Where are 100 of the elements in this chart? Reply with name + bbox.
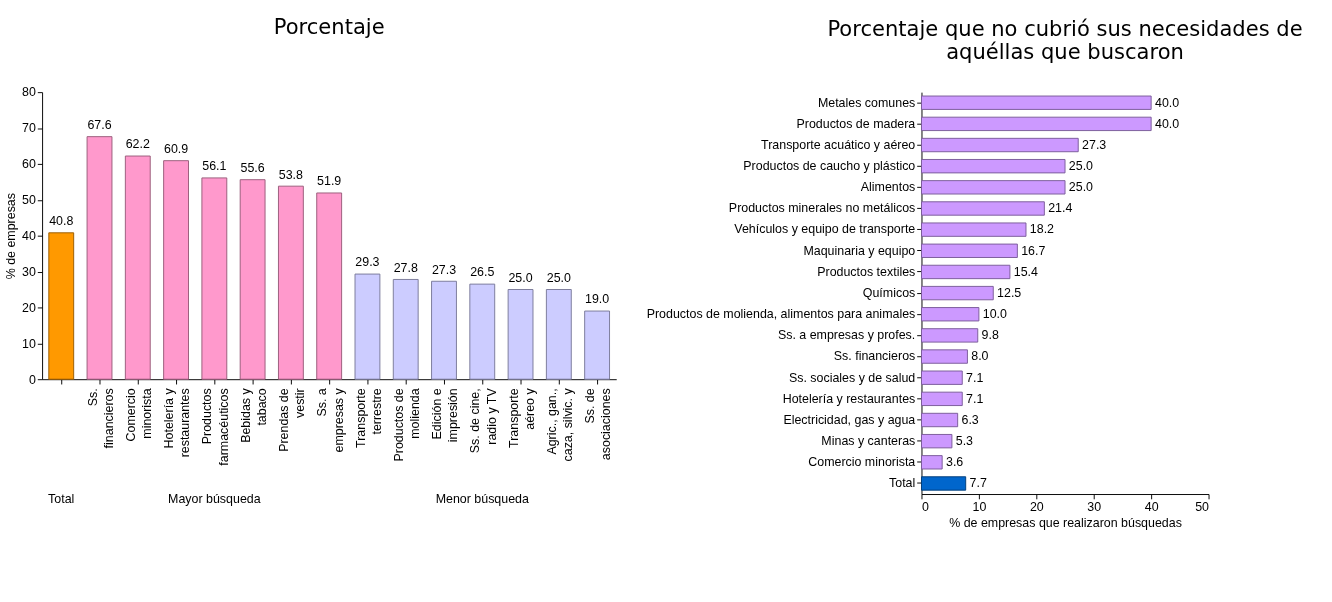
bar [921, 180, 1066, 195]
y-tick-label: Productos textiles [817, 264, 916, 279]
bar [921, 391, 963, 407]
data-label: 53.8 [278, 167, 304, 182]
text: Menor búsqueda [435, 491, 529, 506]
data-label: 16.7 [1021, 243, 1046, 258]
y-tick-label: 70 [22, 121, 36, 136]
bar [921, 159, 1066, 174]
x-axis-title: % de empresas que realizaron búsquedas [949, 516, 1182, 531]
y-tick-label: Electricidad, gas y agua [783, 412, 916, 427]
y-tick-label: 40 [22, 228, 36, 243]
data-label: 40.0 [1154, 95, 1180, 110]
bar [921, 455, 943, 470]
y-tick-label: 10 [22, 336, 36, 351]
data-label: 40.0 [1154, 116, 1180, 131]
chart-title: Porcentaje que no cubrió sus necesidades de aquéllas que buscaron [827, 15, 1303, 64]
bar [921, 370, 963, 385]
bar [163, 160, 189, 380]
y-tick-label: Maquinaria y equipo [803, 243, 916, 258]
y-tick-label: Total [889, 476, 916, 491]
bar [921, 116, 1152, 132]
data-label: 9.8 [981, 328, 999, 343]
data-label: 67.6 [87, 117, 112, 132]
bar [124, 155, 151, 380]
bar [921, 412, 959, 428]
bar [545, 289, 572, 380]
data-label: 25.0 [546, 270, 571, 285]
data-label: 27.3 [1082, 137, 1107, 152]
chart-title: Porcentaje [273, 13, 385, 39]
y-tick-label: 20 [22, 300, 36, 315]
bar [277, 185, 304, 380]
data-label: 18.2 [1029, 222, 1055, 237]
bar [507, 289, 534, 380]
bar [921, 285, 994, 301]
bar [921, 222, 1027, 237]
data-label: 26.5 [470, 265, 495, 280]
data-label: 60.9 [163, 142, 189, 157]
bar [201, 177, 228, 380]
data-label: 51.9 [317, 174, 342, 189]
bar [921, 328, 979, 343]
y-tick-label: 80 [22, 85, 36, 100]
data-label: 40.8 [49, 214, 74, 229]
data-label: 25.0 [1068, 159, 1094, 174]
data-label: 56.1 [202, 159, 227, 174]
y-tick-label: Alimentos [860, 180, 916, 195]
x-tick-label: 30 [1087, 499, 1102, 514]
data-label: 29.3 [355, 255, 380, 270]
y-tick-label: Ss. financieros [833, 349, 916, 364]
data-label: 62.2 [125, 137, 150, 152]
y-tick-label: Ss. a empresas y profes. [777, 328, 916, 343]
bar [921, 349, 968, 364]
bar [921, 264, 1011, 280]
y-tick-label: Ss. sociales y de salud [788, 370, 916, 385]
data-label: 55.6 [240, 161, 265, 176]
y-tick-label: Transporte acuático y aéreo [761, 137, 916, 152]
bar [392, 278, 419, 380]
y-tick-label: Productos de madera [796, 116, 916, 131]
y-tick-label: 60 [22, 157, 36, 172]
y-tick-label: Químicos [862, 285, 916, 300]
data-label: 27.3 [431, 262, 457, 277]
text: Mayor búsqueda [168, 491, 261, 506]
data-label: 25.0 [508, 270, 533, 285]
y-tick-label: 30 [22, 264, 36, 279]
data-label: 6.3 [961, 412, 979, 427]
y-tick-label: Productos de molienda, alimentos para animales [646, 307, 916, 322]
bar [584, 310, 611, 380]
bar [921, 95, 1152, 110]
data-label: 25.0 [1068, 180, 1094, 195]
x-tick-label: 40 [1144, 499, 1159, 514]
data-label: 27.8 [393, 260, 418, 275]
x-tick-label: 20 [1029, 499, 1044, 514]
bar [921, 201, 1045, 216]
bar [469, 283, 496, 380]
bar [354, 273, 381, 380]
data-label: 5.3 [955, 433, 974, 448]
y-axis-title: % de empresas [4, 193, 19, 280]
y-tick-label: Productos de caucho y plástico [743, 159, 916, 174]
data-label: 7.1 [966, 391, 984, 406]
data-label: 8.0 [971, 349, 989, 364]
y-tick-label: 0 [28, 372, 36, 387]
bar [921, 307, 980, 322]
data-label: 7.1 [966, 370, 984, 385]
bar [431, 280, 457, 380]
bar [921, 433, 953, 449]
bar [921, 476, 967, 491]
x-tick-label: 10 [972, 499, 987, 514]
data-label: 15.4 [1013, 264, 1038, 279]
bar [86, 136, 113, 380]
data-label: 3.6 [945, 455, 964, 470]
bar [239, 179, 266, 380]
bar [921, 243, 1018, 258]
y-tick-label: Minas y canteras [821, 433, 916, 448]
bar [921, 137, 1079, 153]
text: Total [48, 491, 75, 506]
x-tick-label: Ss. financieros [85, 388, 116, 449]
y-tick-label: Metales comunes [817, 95, 916, 110]
data-label: 7.7 [969, 476, 987, 491]
data-label: 21.4 [1048, 201, 1073, 216]
x-tick-label: 50 [1195, 499, 1210, 514]
y-tick-label: Productos minerales no metálicos [728, 201, 916, 216]
